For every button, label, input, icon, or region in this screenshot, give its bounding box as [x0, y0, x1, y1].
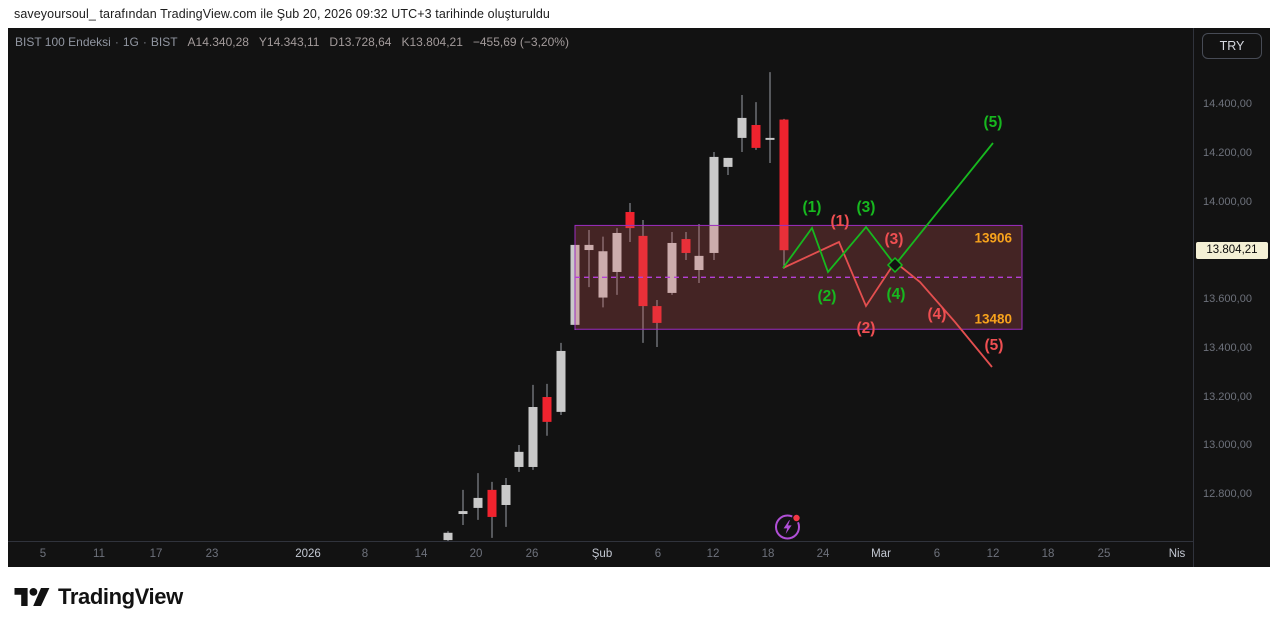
- candle[interactable]: [625, 212, 635, 229]
- candle[interactable]: [612, 232, 622, 272]
- symbol-title[interactable]: BIST 100 Endeksi: [15, 35, 111, 49]
- zone-bottom-price-label: 13480: [974, 311, 1012, 326]
- bullish-wave-diamond-marker[interactable]: [886, 256, 904, 274]
- candle[interactable]: [487, 489, 497, 517]
- bullish-wave-label: (2): [818, 288, 837, 305]
- candle[interactable]: [681, 239, 691, 253]
- time-tick: 18: [761, 548, 775, 560]
- lightning-icon[interactable]: [772, 511, 804, 543]
- candle[interactable]: [709, 156, 719, 253]
- bullish-wave-label: (1): [803, 199, 822, 216]
- candle[interactable]: [473, 497, 483, 508]
- price-tick: 14.000,00: [1203, 195, 1252, 208]
- candle[interactable]: [458, 511, 468, 515]
- time-tick: Nis: [1168, 548, 1186, 560]
- bearish-wave-label: (4): [928, 306, 947, 323]
- candle[interactable]: [737, 117, 747, 138]
- price-tick: 13.200,00: [1203, 390, 1252, 403]
- time-tick: 8: [361, 548, 369, 560]
- candle[interactable]: [723, 157, 733, 167]
- candle[interactable]: [514, 451, 524, 467]
- price-tick: 14.200,00: [1203, 146, 1252, 159]
- lightning-icon-glyph: [775, 513, 802, 540]
- time-tick: 6: [933, 548, 941, 560]
- time-tick: Mar: [871, 548, 891, 560]
- candle[interactable]: [542, 397, 552, 422]
- price-axis[interactable]: TRY 14.400,00 14.200,00 14.000,00 13.600,00…: [1193, 28, 1270, 567]
- brand-name[interactable]: TradingView: [58, 584, 183, 609]
- time-tick: 2026: [295, 548, 321, 560]
- time-tick: 18: [1041, 548, 1055, 560]
- chart-panel: BIST 100 Endeksi · 1G · BIST A14.340,28 Y14.34…: [8, 28, 1270, 567]
- last-price-label: 13.804,21: [1196, 241, 1268, 259]
- bullish-wave-label: (3): [857, 199, 876, 216]
- ohlc-low: D13.728,64: [329, 35, 392, 49]
- candle[interactable]: [501, 485, 511, 505]
- price-tick: 12.800,00: [1203, 488, 1252, 500]
- bullish-wave-label: (4): [887, 286, 906, 303]
- candle[interactable]: [598, 251, 608, 298]
- candle[interactable]: [556, 350, 566, 412]
- price-tick: 13.600,00: [1203, 293, 1252, 305]
- time-tick: Şub: [591, 548, 613, 560]
- ohlc-high: Y14.343,11: [258, 35, 320, 49]
- bearish-wave-label: (3): [885, 231, 904, 248]
- symbol-legend[interactable]: BIST 100 Endeksi · 1G · BIST A14.340,28 Y14.34…: [15, 35, 569, 49]
- zone-top-price-label: 13906: [974, 230, 1012, 245]
- candle[interactable]: [694, 255, 704, 271]
- time-tick: 11: [93, 548, 105, 560]
- time-axis[interactable]: 5 11 17 23 2026 8 14 20 26 Şub 6 12 18 24 Mar 6 12 18 25 Ni…: [8, 541, 1270, 567]
- change-value: −455,69 (−3,20%): [472, 35, 569, 49]
- legend-separator: ·: [114, 35, 119, 49]
- time-tick: 20: [469, 548, 483, 560]
- tradingview-logo-icon[interactable]: [14, 584, 50, 610]
- candle[interactable]: [528, 407, 538, 467]
- candle[interactable]: [765, 137, 775, 140]
- candle[interactable]: [584, 244, 594, 251]
- footer: TradingView: [14, 584, 183, 610]
- attribution-text: saveyoursoul_ tarafından TradingView.com…: [14, 7, 550, 21]
- time-tick: 26: [525, 548, 539, 560]
- time-tick: 17: [149, 548, 163, 560]
- bearish-wave-label: (1): [831, 213, 850, 230]
- price-tick: 13.400,00: [1203, 341, 1252, 354]
- bearish-wave-label: (2): [857, 320, 876, 337]
- price-tick: 13.000,00: [1203, 439, 1252, 452]
- candle[interactable]: [638, 235, 648, 307]
- candle[interactable]: [443, 532, 453, 541]
- time-tick: 23: [205, 548, 219, 560]
- candlestick-chart[interactable]: 13906 13480 (1) (2) (3) (4) (5) (1) (2) (3) (4) (5): [8, 28, 1193, 541]
- exchange-label: BIST: [150, 35, 178, 49]
- candle[interactable]: [667, 242, 677, 293]
- bearish-wave-label: (5): [985, 337, 1004, 354]
- currency-toggle-button[interactable]: TRY: [1202, 33, 1262, 59]
- time-tick: 12: [706, 548, 720, 560]
- ohlc-open: A14.340,28: [187, 35, 249, 49]
- time-tick: 14: [414, 548, 428, 560]
- time-tick: 5: [39, 548, 47, 560]
- price-tick: 14.400,00: [1203, 98, 1252, 110]
- time-tick: 12: [986, 548, 1000, 560]
- time-tick: 6: [654, 548, 662, 560]
- interval-label[interactable]: 1G: [122, 35, 139, 49]
- bullish-wave-path[interactable]: [782, 142, 994, 274]
- candle[interactable]: [779, 119, 789, 251]
- bullish-wave-label: (5): [984, 114, 1003, 131]
- candle[interactable]: [751, 124, 761, 148]
- legend-separator: ·: [142, 35, 147, 49]
- time-tick: 24: [816, 548, 830, 560]
- candle[interactable]: [652, 306, 662, 323]
- time-tick: 25: [1097, 548, 1111, 560]
- ohlc-close: K13.804,21: [401, 35, 463, 49]
